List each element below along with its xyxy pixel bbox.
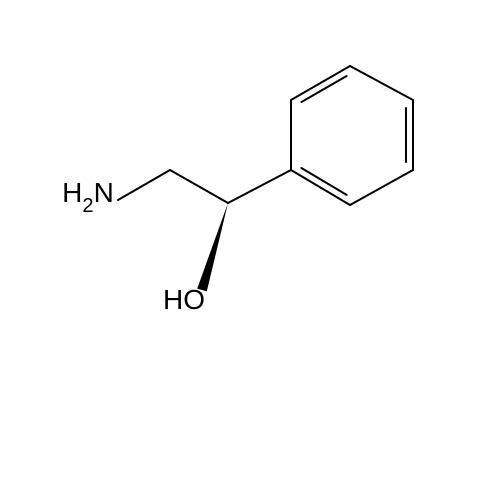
amino-label: H2N <box>62 177 114 215</box>
oh-text: HO <box>163 284 205 315</box>
nh2-n: N <box>94 177 114 208</box>
molecule-canvas <box>0 0 500 500</box>
nh2-h: H <box>62 177 82 208</box>
hydroxyl-label: HO <box>163 284 205 316</box>
nh2-sub: 2 <box>82 195 93 217</box>
